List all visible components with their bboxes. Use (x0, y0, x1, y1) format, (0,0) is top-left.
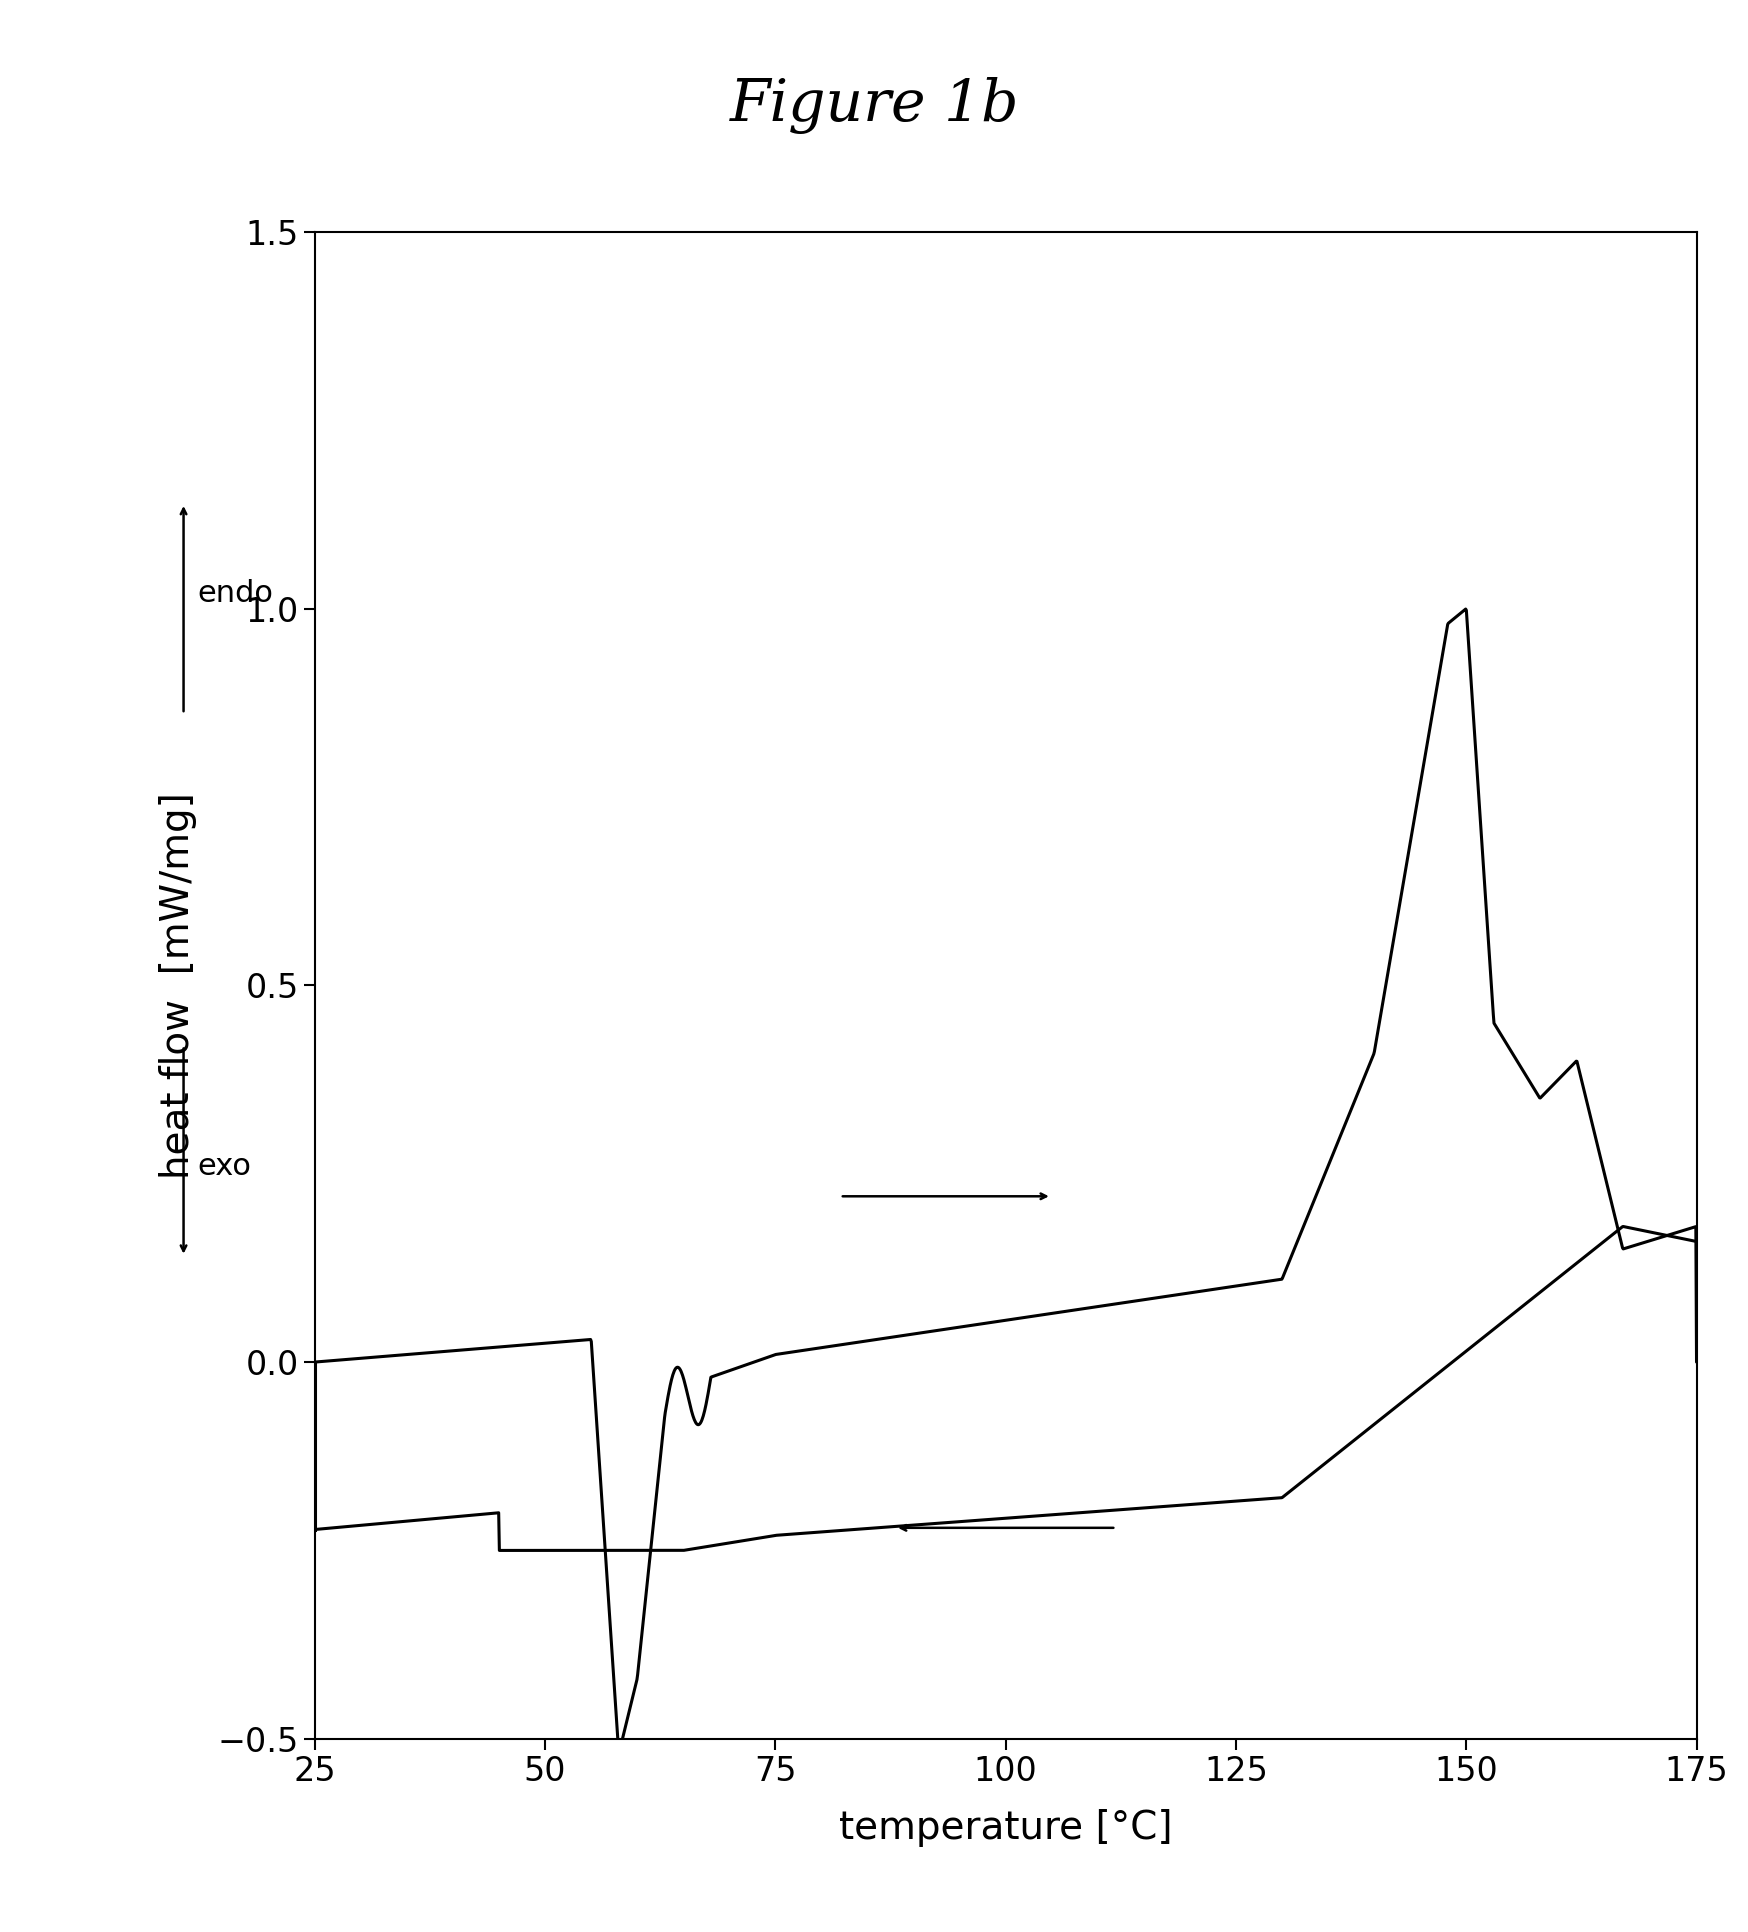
Text: Figure 1b: Figure 1b (729, 77, 1019, 135)
X-axis label: temperature [°C]: temperature [°C] (839, 1808, 1171, 1847)
Y-axis label: heat flow  [mW/mg]: heat flow [mW/mg] (159, 792, 198, 1179)
Text: endo: endo (198, 580, 273, 609)
Text: exo: exo (198, 1151, 252, 1180)
